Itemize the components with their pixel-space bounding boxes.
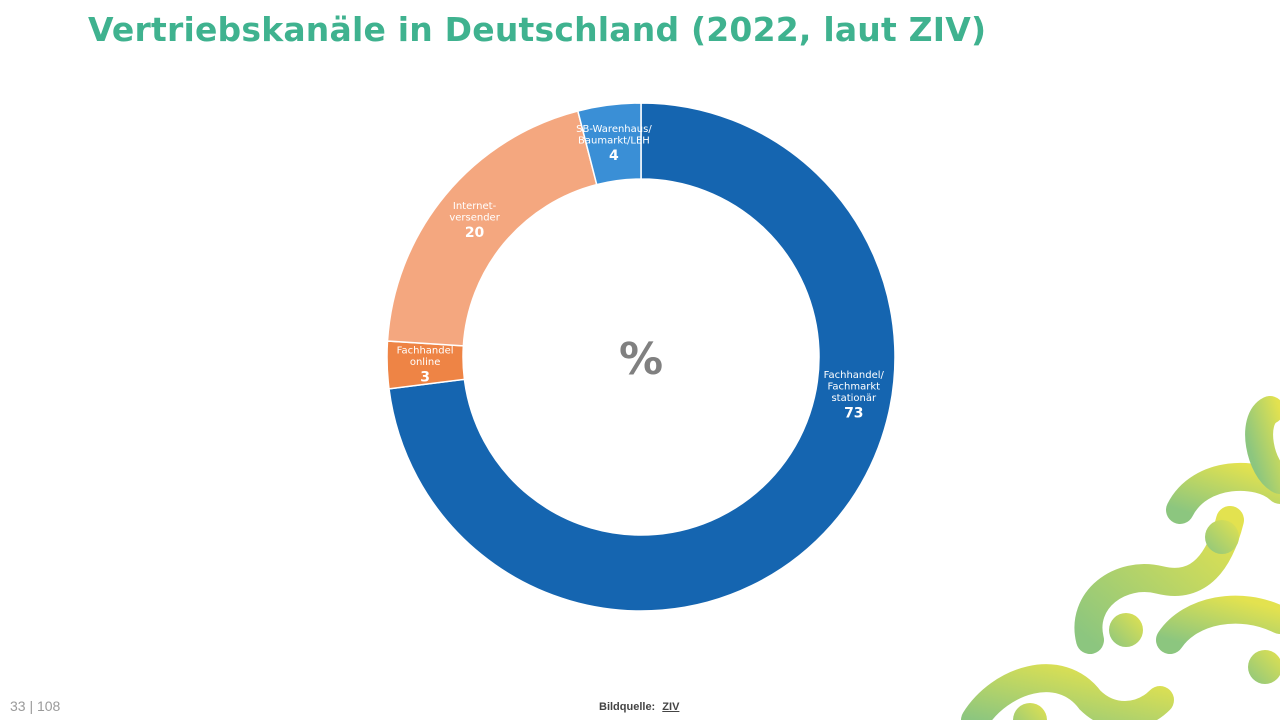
slice-label-line: online — [410, 357, 441, 368]
slice-label-line: versender — [449, 212, 500, 223]
center-percent-label: % — [619, 334, 663, 385]
donut-slice — [388, 102, 896, 612]
slice-label-line: Fachhandel — [397, 345, 454, 356]
slice-label: Fachhandel/Fachmarkt stationär — [824, 370, 885, 404]
page-title: Vertriebskanäle in Deutschland (2022, la… — [88, 10, 987, 49]
slice-label-line: SB-Warenhaus/ — [576, 124, 652, 135]
slice-label: Fachhandel online — [397, 345, 454, 368]
image-source: Bildquelle: ZIV — [599, 701, 679, 713]
slice-value-label: 3 — [420, 369, 430, 385]
source-link[interactable]: ZIV — [662, 701, 680, 713]
slice-value-label: 73 — [844, 405, 863, 421]
slice-label: Internet-versender — [449, 201, 500, 224]
slice-value-label: 20 — [465, 225, 485, 241]
slice-label-line: Internet- — [453, 201, 497, 212]
slice-label-line: Fachmarkt — [828, 381, 881, 392]
slice-label-line: stationär — [831, 393, 877, 404]
slice-label-line: Baumarkt/LEH — [578, 136, 650, 147]
slice-label-line: Fachhandel/ — [824, 370, 885, 381]
donut-slices — [386, 102, 896, 612]
page-number: 33 | 108 — [10, 698, 61, 714]
slice-labels: Fachhandel/Fachmarkt stationär73Fachhande… — [397, 124, 885, 421]
source-label: Bildquelle: — [599, 701, 656, 713]
donut-slice — [576, 102, 642, 186]
slice-label: SB-Warenhaus/Baumarkt/LEH — [576, 124, 652, 147]
slice-value-label: 4 — [609, 148, 619, 164]
